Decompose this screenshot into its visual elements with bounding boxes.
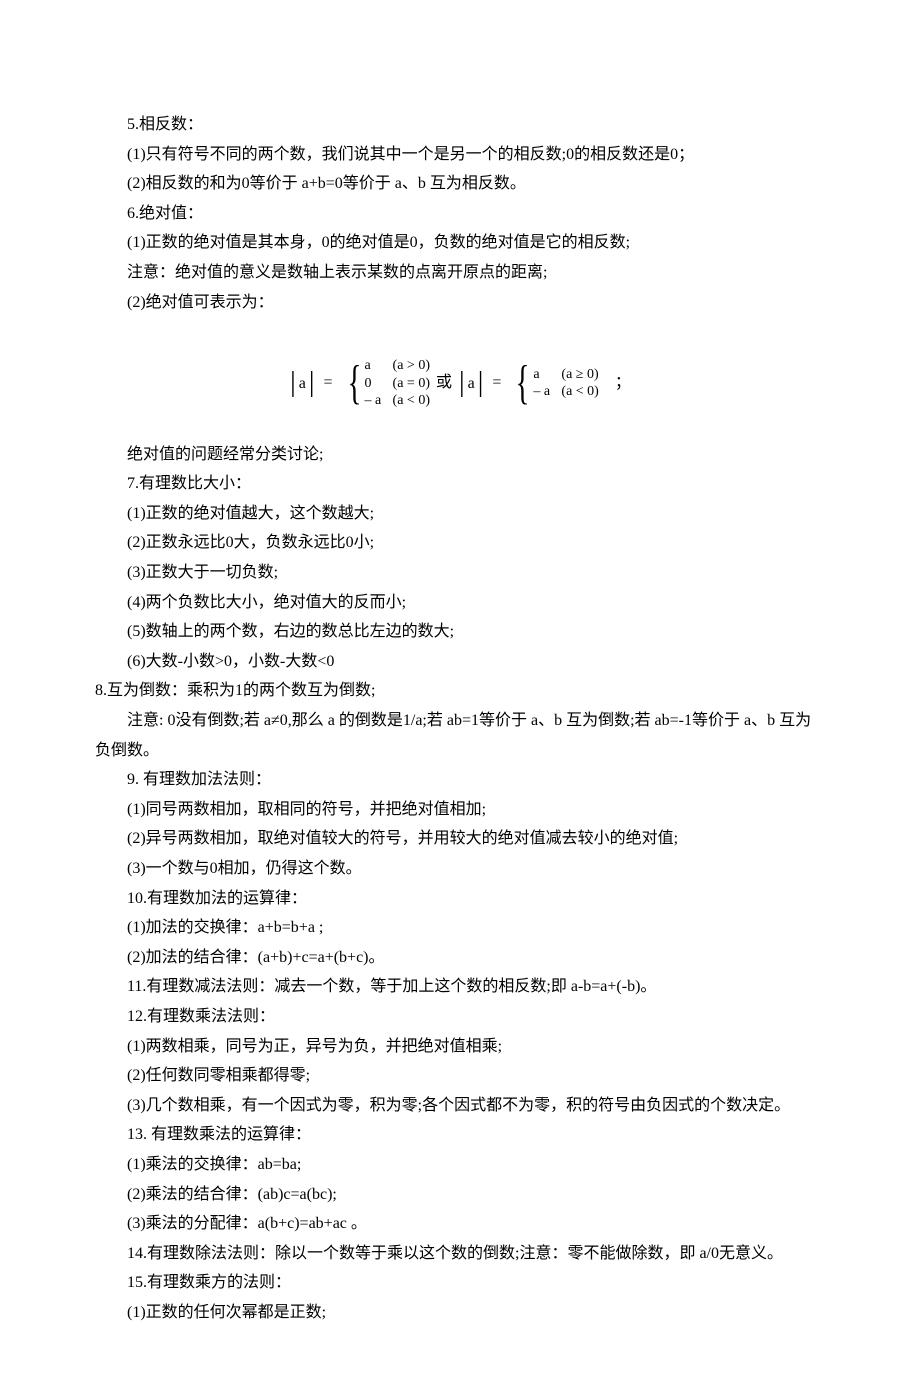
case-row: a(a ≥ 0) (533, 366, 598, 384)
abs-bar-left: | (458, 369, 466, 397)
para-11: 11.有理数减法法则：减去一个数，等于加上这个数的相反数;即 a-b=a+(-b… (95, 972, 825, 1002)
para-14: 14.有理数除法法则：除以一个数等于乘以这个数的倒数;注意：零不能做除数，即 a… (95, 1239, 825, 1269)
para-7-5: (5)数轴上的两个数，右边的数总比左边的数大; (95, 617, 825, 647)
para-6-2: (2)绝对值可表示为： (95, 288, 825, 318)
case-row: – a(a < 0) (533, 383, 598, 401)
para-6-title: 6.绝对值： (95, 199, 825, 229)
abs-expression-1: | a | (289, 369, 315, 399)
case-condition: (a < 0) (561, 383, 598, 401)
case-value: – a (533, 383, 561, 401)
abs-bar-right: | (308, 369, 316, 397)
para-7-1: (1)正数的绝对值越大，这个数越大; (95, 499, 825, 529)
case-condition: (a < 0) (393, 392, 430, 410)
para-5-1: (1)只有符号不同的两个数，我们说其中一个是另一个的相反数;0的相反数还是0； (95, 140, 825, 170)
case-condition: (a > 0) (393, 357, 430, 375)
para-12-1: (1)两数相乘，同号为正，异号为负，并把绝对值相乘; (95, 1032, 825, 1062)
para-5-title: 5.相反数： (95, 110, 825, 140)
cases-2: a(a ≥ 0) – a(a < 0) (533, 366, 598, 401)
para-12-2: (2)任何数同零相乘都得零; (95, 1061, 825, 1091)
para-9-title: 9. 有理数加法法则： (95, 765, 825, 795)
para-9-2: (2)异号两数相加，取绝对值较大的符号，并用较大的绝对值减去较小的绝对值; (95, 824, 825, 854)
abs-variable: a (466, 369, 477, 399)
para-13-1: (1)乘法的交换律：ab=ba; (95, 1150, 825, 1180)
case-row: a(a > 0) (365, 357, 430, 375)
abs-bar-right: | (477, 369, 485, 397)
abs-bar-left: | (289, 369, 297, 397)
para-7-title: 7.有理数比大小： (95, 469, 825, 499)
para-9-1: (1)同号两数相加，取相同的符号，并把绝对值相加; (95, 795, 825, 825)
formula-semicolon: ； (603, 374, 631, 391)
para-13-3: (3)乘法的分配律：a(b+c)=ab+ac 。 (95, 1209, 825, 1239)
para-abs-note: 绝对值的问题经常分类讨论; (95, 440, 825, 470)
absolute-value-formula: | a | = { a(a > 0) 0(a = 0) – a(a < 0) 或… (95, 317, 825, 440)
case-value: 0 (365, 375, 393, 393)
para-13-title: 13. 有理数乘法的运算律： (95, 1120, 825, 1150)
para-8-title: 8.互为倒数：乘积为1的两个数互为倒数; (95, 676, 825, 706)
abs-expression-2: | a | (458, 369, 484, 399)
case-value: a (365, 357, 393, 375)
para-12-title: 12.有理数乘法法则： (95, 1002, 825, 1032)
para-7-6: (6)大数-小数>0，小数-大数<0 (95, 647, 825, 677)
para-15-title: 15.有理数乘方的法则： (95, 1268, 825, 1298)
para-10-1: (1)加法的交换律：a+b=b+a ; (95, 913, 825, 943)
case-condition: (a ≥ 0) (561, 366, 598, 384)
para-7-2: (2)正数永远比0大，负数永远比0小; (95, 528, 825, 558)
para-7-3: (3)正数大于一切负数; (95, 558, 825, 588)
brace-icon: { (347, 359, 361, 407)
brace-icon: { (516, 359, 530, 407)
equals-sign: = (319, 374, 336, 391)
para-9-3: (3)一个数与0相加，仍得这个数。 (95, 854, 825, 884)
para-10-title: 10.有理数加法的运算律： (95, 884, 825, 914)
para-6-note: 注意：绝对值的意义是数轴上表示某数的点离开原点的距离; (95, 258, 825, 288)
case-condition: (a = 0) (393, 375, 430, 393)
para-5-2: (2)相反数的和为0等价于 a+b=0等价于 a、b 互为相反数。 (95, 169, 825, 199)
abs-variable: a (297, 369, 308, 399)
para-8-note: 注意: 0没有倒数;若 a≠0,那么 a 的倒数是1/a;若 ab=1等价于 a… (95, 706, 825, 765)
para-6-1: (1)正数的绝对值是其本身，0的绝对值是0，负数的绝对值是它的相反数; (95, 228, 825, 258)
para-10-2: (2)加法的结合律：(a+b)+c=a+(b+c)。 (95, 943, 825, 973)
para-13-2: (2)乘法的结合律：(ab)c=a(bc); (95, 1180, 825, 1210)
para-12-3: (3)几个数相乘，有一个因式为零，积为零;各个因式都不为零，积的符号由负因式的个… (95, 1091, 825, 1121)
or-text: 或 (434, 374, 454, 391)
para-15-1: (1)正数的任何次幂都是正数; (95, 1298, 825, 1328)
case-row: – a(a < 0) (365, 392, 430, 410)
equals-sign: = (488, 374, 505, 391)
case-value: a (533, 366, 561, 384)
case-value: – a (365, 392, 393, 410)
cases-3: a(a > 0) 0(a = 0) – a(a < 0) (365, 357, 430, 410)
para-7-4: (4)两个负数比大小，绝对值大的反而小; (95, 588, 825, 618)
case-row: 0(a = 0) (365, 375, 430, 393)
